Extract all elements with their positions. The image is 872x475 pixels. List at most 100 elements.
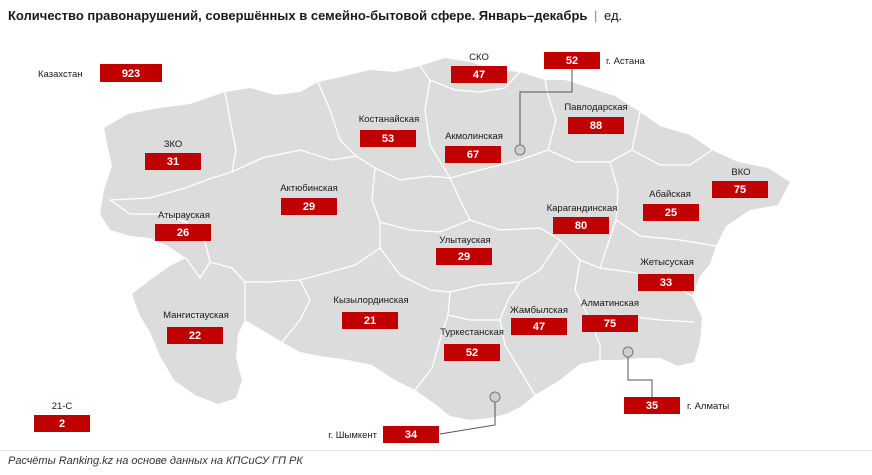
- region-label-almaty-region: Алматинская: [581, 298, 639, 309]
- region-zhambyl: Жамбылская 47: [510, 305, 568, 335]
- region-label-21s: 21-С: [52, 401, 73, 412]
- city-label-astana: г. Астана: [606, 56, 645, 67]
- region-label-zko: ЗКО: [164, 139, 183, 150]
- border-mangystau: [209, 261, 246, 320]
- region-label-zhambyl: Жамбылская: [510, 305, 568, 316]
- shymkent-leader: [439, 397, 496, 435]
- city-value-almaty: 35: [646, 400, 658, 412]
- region-value-box-sko: [451, 66, 507, 83]
- city-value-shymkent: 34: [405, 429, 418, 441]
- region-abai: Абайская 25: [643, 189, 699, 221]
- shymkent-pin-icon: [489, 391, 501, 403]
- region-aktobe: Актюбинская 29: [280, 183, 338, 215]
- city-astana: 52 г. Астана: [544, 52, 645, 69]
- city-value-box-almaty: [624, 397, 680, 414]
- region-label-vko: ВКО: [731, 167, 750, 178]
- region-value-box-zko: [145, 153, 201, 170]
- region-value-sko: 47: [473, 69, 485, 81]
- region-value-box-atyrau: [155, 224, 211, 241]
- region-pavlodar: Павлодарская 88: [564, 102, 628, 134]
- region-sko: СКО 47: [451, 52, 507, 83]
- almaty-leader: [627, 352, 653, 398]
- region-label-akmola: Акмолинская: [445, 131, 503, 142]
- region-value-aktobe: 29: [303, 201, 315, 213]
- region-mangystau: Мангистауская 22: [163, 310, 229, 344]
- region-label-atyrau: Атырауская: [158, 210, 210, 221]
- astana-pin-icon: [514, 144, 526, 156]
- border-aktobe-east: [231, 149, 381, 283]
- region-value-box-kyzylorda: [342, 312, 398, 329]
- city-value-astana: 52: [566, 55, 578, 67]
- region-value-box-turkestan: [444, 344, 500, 361]
- region-value-almaty-region: 75: [604, 318, 616, 330]
- region-almaty-region: Алматинская 75: [581, 298, 639, 332]
- region-label-pavlodar: Павлодарская: [564, 102, 627, 113]
- region-karaganda: Карагандинская 80: [547, 203, 618, 234]
- region-value-kostanay: 53: [382, 133, 394, 145]
- summary-label: Казахстан: [38, 69, 83, 80]
- region-value-box-21s: [34, 415, 90, 432]
- region-value-akmola: 67: [467, 149, 479, 161]
- region-label-sko: СКО: [469, 52, 489, 63]
- region-akmola: Акмолинская 67: [445, 131, 503, 163]
- region-value-zko: 31: [167, 156, 179, 168]
- region-label-kyzylorda: Кызылординская: [333, 295, 408, 306]
- title-unit: ед.: [604, 8, 623, 23]
- border-akmola: [424, 79, 557, 179]
- border-vko-abai: [609, 149, 717, 247]
- region-zko: ЗКО 31: [145, 139, 201, 170]
- region-vko: ВКО 75: [712, 167, 768, 198]
- region-value-pavlodar: 88: [590, 120, 602, 132]
- region-kostanay: Костанайская 53: [359, 114, 419, 147]
- region-value-box-vko: [712, 181, 768, 198]
- city-value-box-shymkent: [383, 426, 439, 443]
- astana-leader: [519, 66, 573, 150]
- almaty-pin-icon: [622, 346, 634, 358]
- border-zhambyl: [447, 281, 536, 396]
- region-label-mangystau: Мангистауская: [163, 310, 229, 321]
- title-main: Количество правонарушений, совершённых в…: [8, 8, 588, 23]
- region-value-box-kostanay: [360, 130, 416, 147]
- region-value-kyzylorda: 21: [364, 315, 376, 327]
- region-label-kostanay: Костанайская: [359, 114, 419, 125]
- region-value-21s: 2: [59, 418, 65, 430]
- region-label-zhetysu: Жетысуская: [640, 257, 694, 268]
- city-label-almaty: г. Алматы: [687, 401, 729, 412]
- city-value-box-astana: [544, 52, 600, 69]
- region-value-abai: 25: [665, 207, 677, 219]
- footer-divider: [0, 450, 872, 451]
- region-value-box-karaganda: [553, 217, 609, 234]
- region-label-karaganda: Карагандинская: [547, 203, 618, 214]
- border-kyzylorda: [281, 279, 451, 391]
- region-zhetysu: Жетысуская 33: [638, 257, 694, 291]
- region-value-box-zhetysu: [638, 274, 694, 291]
- border-zko: [109, 91, 237, 201]
- region-value-mangystau: 22: [189, 330, 201, 342]
- region-value-karaganda: 80: [575, 220, 587, 232]
- page-title: Количество правонарушений, совершённых в…: [8, 8, 622, 23]
- city-shymkent: г. Шымкент 34: [328, 426, 439, 443]
- region-turkestan: Туркестанская 52: [440, 327, 504, 361]
- border-karaganda: [449, 177, 617, 269]
- region-value-box-abai: [643, 204, 699, 221]
- region-value-zhetysu: 33: [660, 277, 672, 289]
- city-label-shymkent: г. Шымкент: [328, 430, 377, 441]
- region-value-box-akmola: [445, 146, 501, 163]
- region-ulytau: Улытауская 29: [436, 235, 492, 265]
- border-kostanay: [317, 81, 451, 181]
- region-label-ulytau: Улытауская: [439, 235, 490, 246]
- region-value-vko: 75: [734, 184, 746, 196]
- region-value-box-zhambyl: [511, 318, 567, 335]
- summary-value: 923: [122, 68, 140, 80]
- region-value-box-pavlodar: [568, 117, 624, 134]
- region-kyzylorda: Кызылординская 21: [333, 295, 409, 329]
- region-value-turkestan: 52: [466, 347, 478, 359]
- city-almaty: 35 г. Алматы: [624, 397, 729, 414]
- region-21s: 21-С 2: [34, 401, 90, 432]
- summary-value-box: [100, 64, 162, 82]
- region-label-aktobe: Актюбинская: [280, 183, 338, 194]
- region-label-turkestan: Туркестанская: [440, 327, 504, 338]
- region-value-box-mangystau: [167, 327, 223, 344]
- source-note: Расчёты Ranking.kz на основе данных на К…: [8, 455, 303, 467]
- region-atyrau: Атырауская 26: [155, 210, 211, 241]
